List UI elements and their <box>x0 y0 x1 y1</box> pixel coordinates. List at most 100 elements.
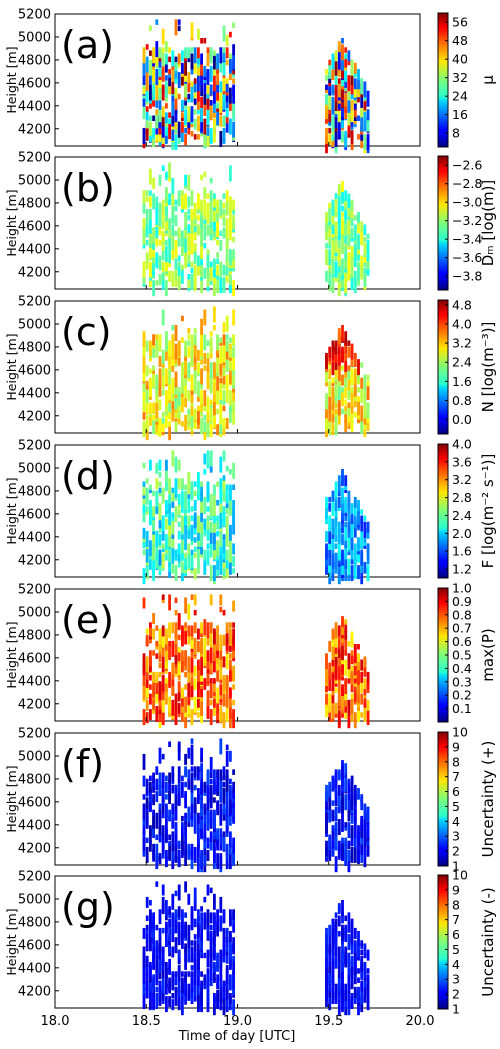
data-cell <box>344 524 348 541</box>
data-cell <box>165 174 168 181</box>
data-cell <box>222 337 226 354</box>
data-cell <box>232 850 235 866</box>
data-cell <box>158 803 162 809</box>
data-cell <box>152 84 155 101</box>
data-cell <box>209 931 213 942</box>
data-cell <box>209 940 213 957</box>
data-cell <box>344 53 348 59</box>
data-cell <box>200 418 203 434</box>
data-cell <box>181 537 184 554</box>
data-cell <box>229 784 232 791</box>
data-cell <box>171 784 175 791</box>
data-cell <box>232 236 235 243</box>
data-cell <box>325 224 328 241</box>
data-cell <box>177 543 181 555</box>
data-cell <box>232 647 235 659</box>
data-cell <box>193 408 197 420</box>
data-cell <box>232 999 235 1016</box>
data-cell <box>197 971 200 983</box>
data-cell <box>331 340 335 352</box>
data-cell <box>161 552 165 569</box>
data-cell <box>213 53 216 70</box>
data-cell <box>363 543 367 549</box>
data-cell <box>171 50 175 67</box>
data-cell <box>158 747 162 764</box>
data-cell <box>142 675 146 686</box>
data-cell <box>353 500 357 516</box>
data-cell <box>350 343 354 360</box>
data-cell <box>193 952 197 969</box>
data-cell <box>209 199 213 206</box>
data-cell <box>229 687 232 699</box>
data-cell <box>229 368 232 385</box>
data-cell <box>193 62 197 74</box>
data-cell <box>161 946 165 952</box>
data-cell <box>142 496 146 513</box>
data-cell <box>213 927 216 939</box>
colorbar-tick-label: 8 <box>452 754 460 769</box>
data-cell <box>328 980 332 992</box>
data-cell <box>206 124 210 136</box>
data-cell <box>193 887 197 904</box>
data-cell <box>325 103 328 120</box>
data-cell <box>174 19 178 36</box>
data-cell <box>219 352 223 364</box>
data-cell <box>174 118 178 130</box>
data-cell <box>337 521 341 538</box>
data-cell <box>353 121 357 128</box>
data-cell <box>222 450 226 462</box>
data-cell <box>350 59 354 76</box>
data-cell <box>193 224 197 241</box>
data-cell <box>206 109 210 126</box>
data-cell <box>353 521 357 538</box>
data-cell <box>334 952 338 969</box>
data-cell <box>222 212 226 218</box>
data-cell <box>334 681 338 687</box>
data-cell <box>334 631 338 648</box>
data-cell <box>344 659 348 676</box>
data-cell <box>174 971 178 977</box>
data-cell <box>200 393 203 405</box>
data-cell <box>350 983 354 990</box>
data-cell <box>331 974 335 986</box>
data-cell <box>325 706 328 717</box>
data-cell <box>357 668 360 685</box>
data-cell <box>209 202 213 209</box>
data-cell <box>360 996 364 1013</box>
data-cell <box>155 791 159 803</box>
data-cell <box>229 543 232 560</box>
data-cell <box>216 374 219 391</box>
data-cell <box>334 408 338 415</box>
data-cell <box>360 687 364 693</box>
data-cell <box>325 965 328 982</box>
data-cell <box>152 193 155 210</box>
data-cell <box>331 377 335 384</box>
data-cell <box>181 62 184 74</box>
data-cell <box>344 421 348 433</box>
data-cell <box>177 546 181 563</box>
data-cell <box>347 193 351 199</box>
data-cell <box>187 496 191 513</box>
data-cell <box>328 986 332 998</box>
colorbar <box>437 299 449 435</box>
data-cell <box>363 421 367 438</box>
data-cell <box>347 506 351 523</box>
data-cell <box>347 653 351 670</box>
data-cell <box>360 678 364 690</box>
data-cell <box>155 812 159 829</box>
data-cell <box>347 96 351 113</box>
data-cell <box>149 788 152 799</box>
data-cell <box>363 828 367 845</box>
data-cell <box>357 946 360 958</box>
colorbar-tick-label: −3.4 <box>452 232 482 247</box>
data-cell <box>155 230 159 247</box>
data-cell <box>168 112 171 118</box>
data-cell <box>193 980 197 997</box>
data-cell <box>152 346 155 358</box>
data-cell <box>347 549 351 556</box>
data-cell <box>142 261 146 278</box>
data-cell <box>177 387 181 393</box>
data-cell <box>165 962 168 978</box>
colorbar-tick-label: 9 <box>452 882 460 897</box>
